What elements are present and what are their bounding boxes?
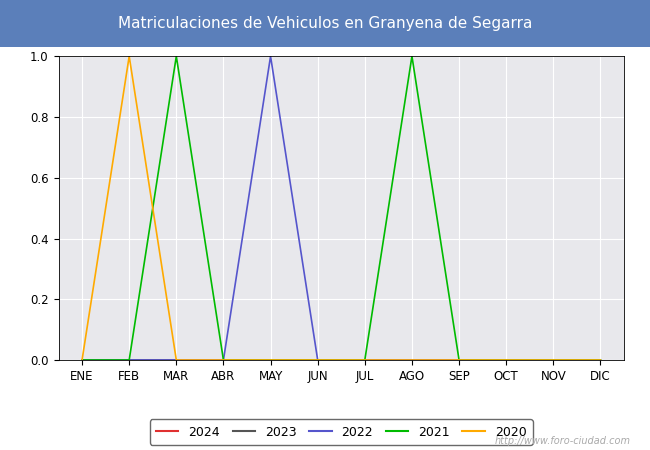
Text: http://www.foro-ciudad.com: http://www.foro-ciudad.com [495,436,630,446]
Text: Matriculaciones de Vehiculos en Granyena de Segarra: Matriculaciones de Vehiculos en Granyena… [118,16,532,31]
Legend: 2024, 2023, 2022, 2021, 2020: 2024, 2023, 2022, 2021, 2020 [150,419,533,445]
